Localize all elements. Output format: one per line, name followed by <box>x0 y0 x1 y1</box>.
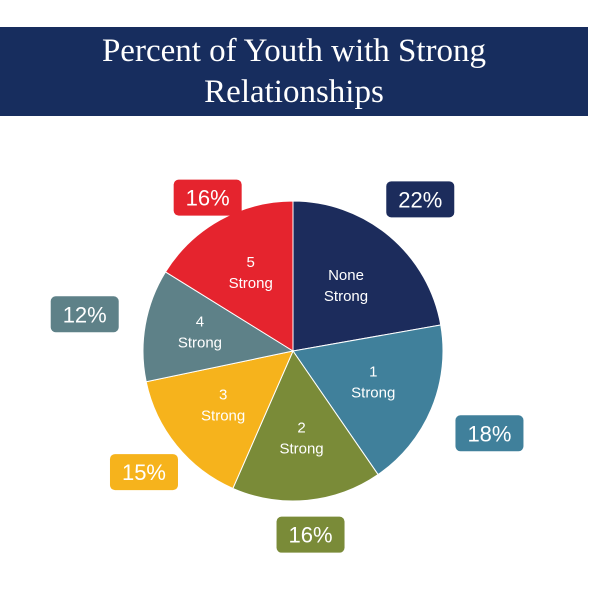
pie-slice <box>142 271 295 383</box>
percent-label: 22% <box>398 187 442 212</box>
percent-label: 18% <box>467 421 511 446</box>
percent-callout: 12% <box>50 296 119 333</box>
pie-slice <box>292 200 442 352</box>
chart-title-line-1: Percent of Youth with Strong <box>101 32 487 69</box>
percent-callout: 16% <box>276 516 345 553</box>
percent-label: 16% <box>289 523 333 548</box>
slice-label: 3 Strong <box>201 387 245 425</box>
percent-label: 12% <box>63 302 107 327</box>
slice-label: 2 Strong <box>279 420 323 458</box>
pie-slice <box>292 324 444 476</box>
slice-label: 4 Strong <box>178 314 222 352</box>
percent-callout: 15% <box>109 454 178 491</box>
percent-callout: 22% <box>386 181 455 218</box>
percent-callout: 16% <box>173 179 242 216</box>
slice-label: 5 Strong <box>229 254 273 292</box>
pie-slice <box>232 349 379 502</box>
pie-slice <box>164 200 294 352</box>
chart-title-banner: Percent of Youth with Strong Relationshi… <box>0 27 588 116</box>
percent-label: 15% <box>122 460 166 485</box>
percent-callout: 18% <box>455 415 524 452</box>
percent-label: 16% <box>186 186 230 211</box>
pie-slice <box>145 350 294 490</box>
slice-label: 1 Strong <box>351 364 395 402</box>
slice-label: None Strong <box>324 267 368 305</box>
chart-title-line-2: Relationships <box>204 73 384 110</box>
